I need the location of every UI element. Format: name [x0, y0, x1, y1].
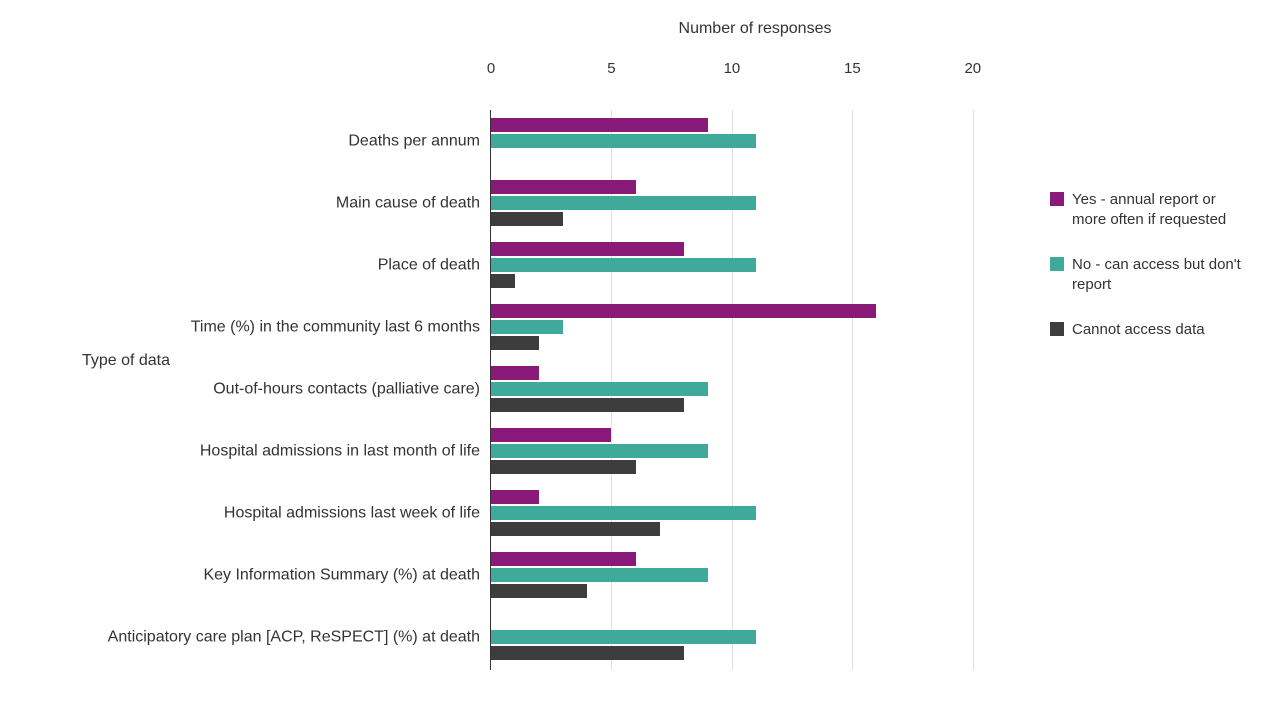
- category-label: Time (%) in the community last 6 months: [80, 317, 480, 336]
- legend-item: No - can access but don't report: [1050, 255, 1250, 294]
- legend-label: No - can access but don't report: [1072, 255, 1250, 294]
- bar: [491, 196, 756, 210]
- bar: [491, 180, 636, 194]
- legend-label: Cannot access data: [1072, 320, 1205, 340]
- bar: [491, 304, 876, 318]
- category-group: Main cause of death: [491, 172, 1020, 234]
- category-label: Anticipatory care plan [ACP, ReSPECT] (%…: [80, 627, 480, 646]
- bar: [491, 336, 539, 350]
- category-label: Out-of-hours contacts (palliative care): [80, 379, 480, 398]
- category-group: Hospital admissions last week of life: [491, 482, 1020, 544]
- category-label: Deaths per annum: [80, 131, 480, 150]
- bar: [491, 490, 539, 504]
- chart-container: Number of responses Type of data 0510152…: [20, 20, 1268, 694]
- x-tick-label: 5: [607, 60, 615, 77]
- legend-swatch: [1050, 322, 1064, 336]
- x-tick-label: 20: [964, 60, 981, 77]
- category-label: Hospital admissions last week of life: [80, 503, 480, 522]
- x-tick-label: 0: [487, 60, 495, 77]
- bar: [491, 320, 563, 334]
- legend-item: Yes - annual report or more often if req…: [1050, 190, 1250, 229]
- bar: [491, 118, 708, 132]
- bar: [491, 382, 708, 396]
- bar: [491, 568, 708, 582]
- bar: [491, 366, 539, 380]
- category-group: Hospital admissions in last month of lif…: [491, 420, 1020, 482]
- y-axis-title: Type of data: [20, 352, 170, 370]
- bar: [491, 444, 708, 458]
- category-group: Out-of-hours contacts (palliative care): [491, 358, 1020, 420]
- bar: [491, 506, 756, 520]
- category-label: Hospital admissions in last month of lif…: [80, 441, 480, 460]
- legend-swatch: [1050, 192, 1064, 206]
- category-group: Key Information Summary (%) at death: [491, 544, 1020, 606]
- x-axis-title: Number of responses: [490, 20, 1020, 38]
- legend-swatch: [1050, 257, 1064, 271]
- category-label: Main cause of death: [80, 193, 480, 212]
- bar: [491, 428, 611, 442]
- bar: [491, 460, 636, 474]
- x-tick-label: 10: [724, 60, 741, 77]
- legend-label: Yes - annual report or more often if req…: [1072, 190, 1250, 229]
- category-group: Place of death: [491, 234, 1020, 296]
- bar: [491, 584, 587, 598]
- bar: [491, 552, 636, 566]
- bar: [491, 242, 684, 256]
- bar: [491, 212, 563, 226]
- bar: [491, 134, 756, 148]
- bar: [491, 274, 515, 288]
- bar: [491, 258, 756, 272]
- bar: [491, 630, 756, 644]
- category-group: Deaths per annum: [491, 110, 1020, 172]
- bar: [491, 522, 660, 536]
- category-label: Place of death: [80, 255, 480, 274]
- plot-area: 05101520Deaths per annumMain cause of de…: [490, 110, 1020, 670]
- bar: [491, 398, 684, 412]
- x-tick-label: 15: [844, 60, 861, 77]
- legend: Yes - annual report or more often if req…: [1050, 190, 1250, 366]
- category-group: Anticipatory care plan [ACP, ReSPECT] (%…: [491, 606, 1020, 668]
- category-label: Key Information Summary (%) at death: [80, 565, 480, 584]
- bar: [491, 646, 684, 660]
- category-group: Time (%) in the community last 6 months: [491, 296, 1020, 358]
- legend-item: Cannot access data: [1050, 320, 1250, 340]
